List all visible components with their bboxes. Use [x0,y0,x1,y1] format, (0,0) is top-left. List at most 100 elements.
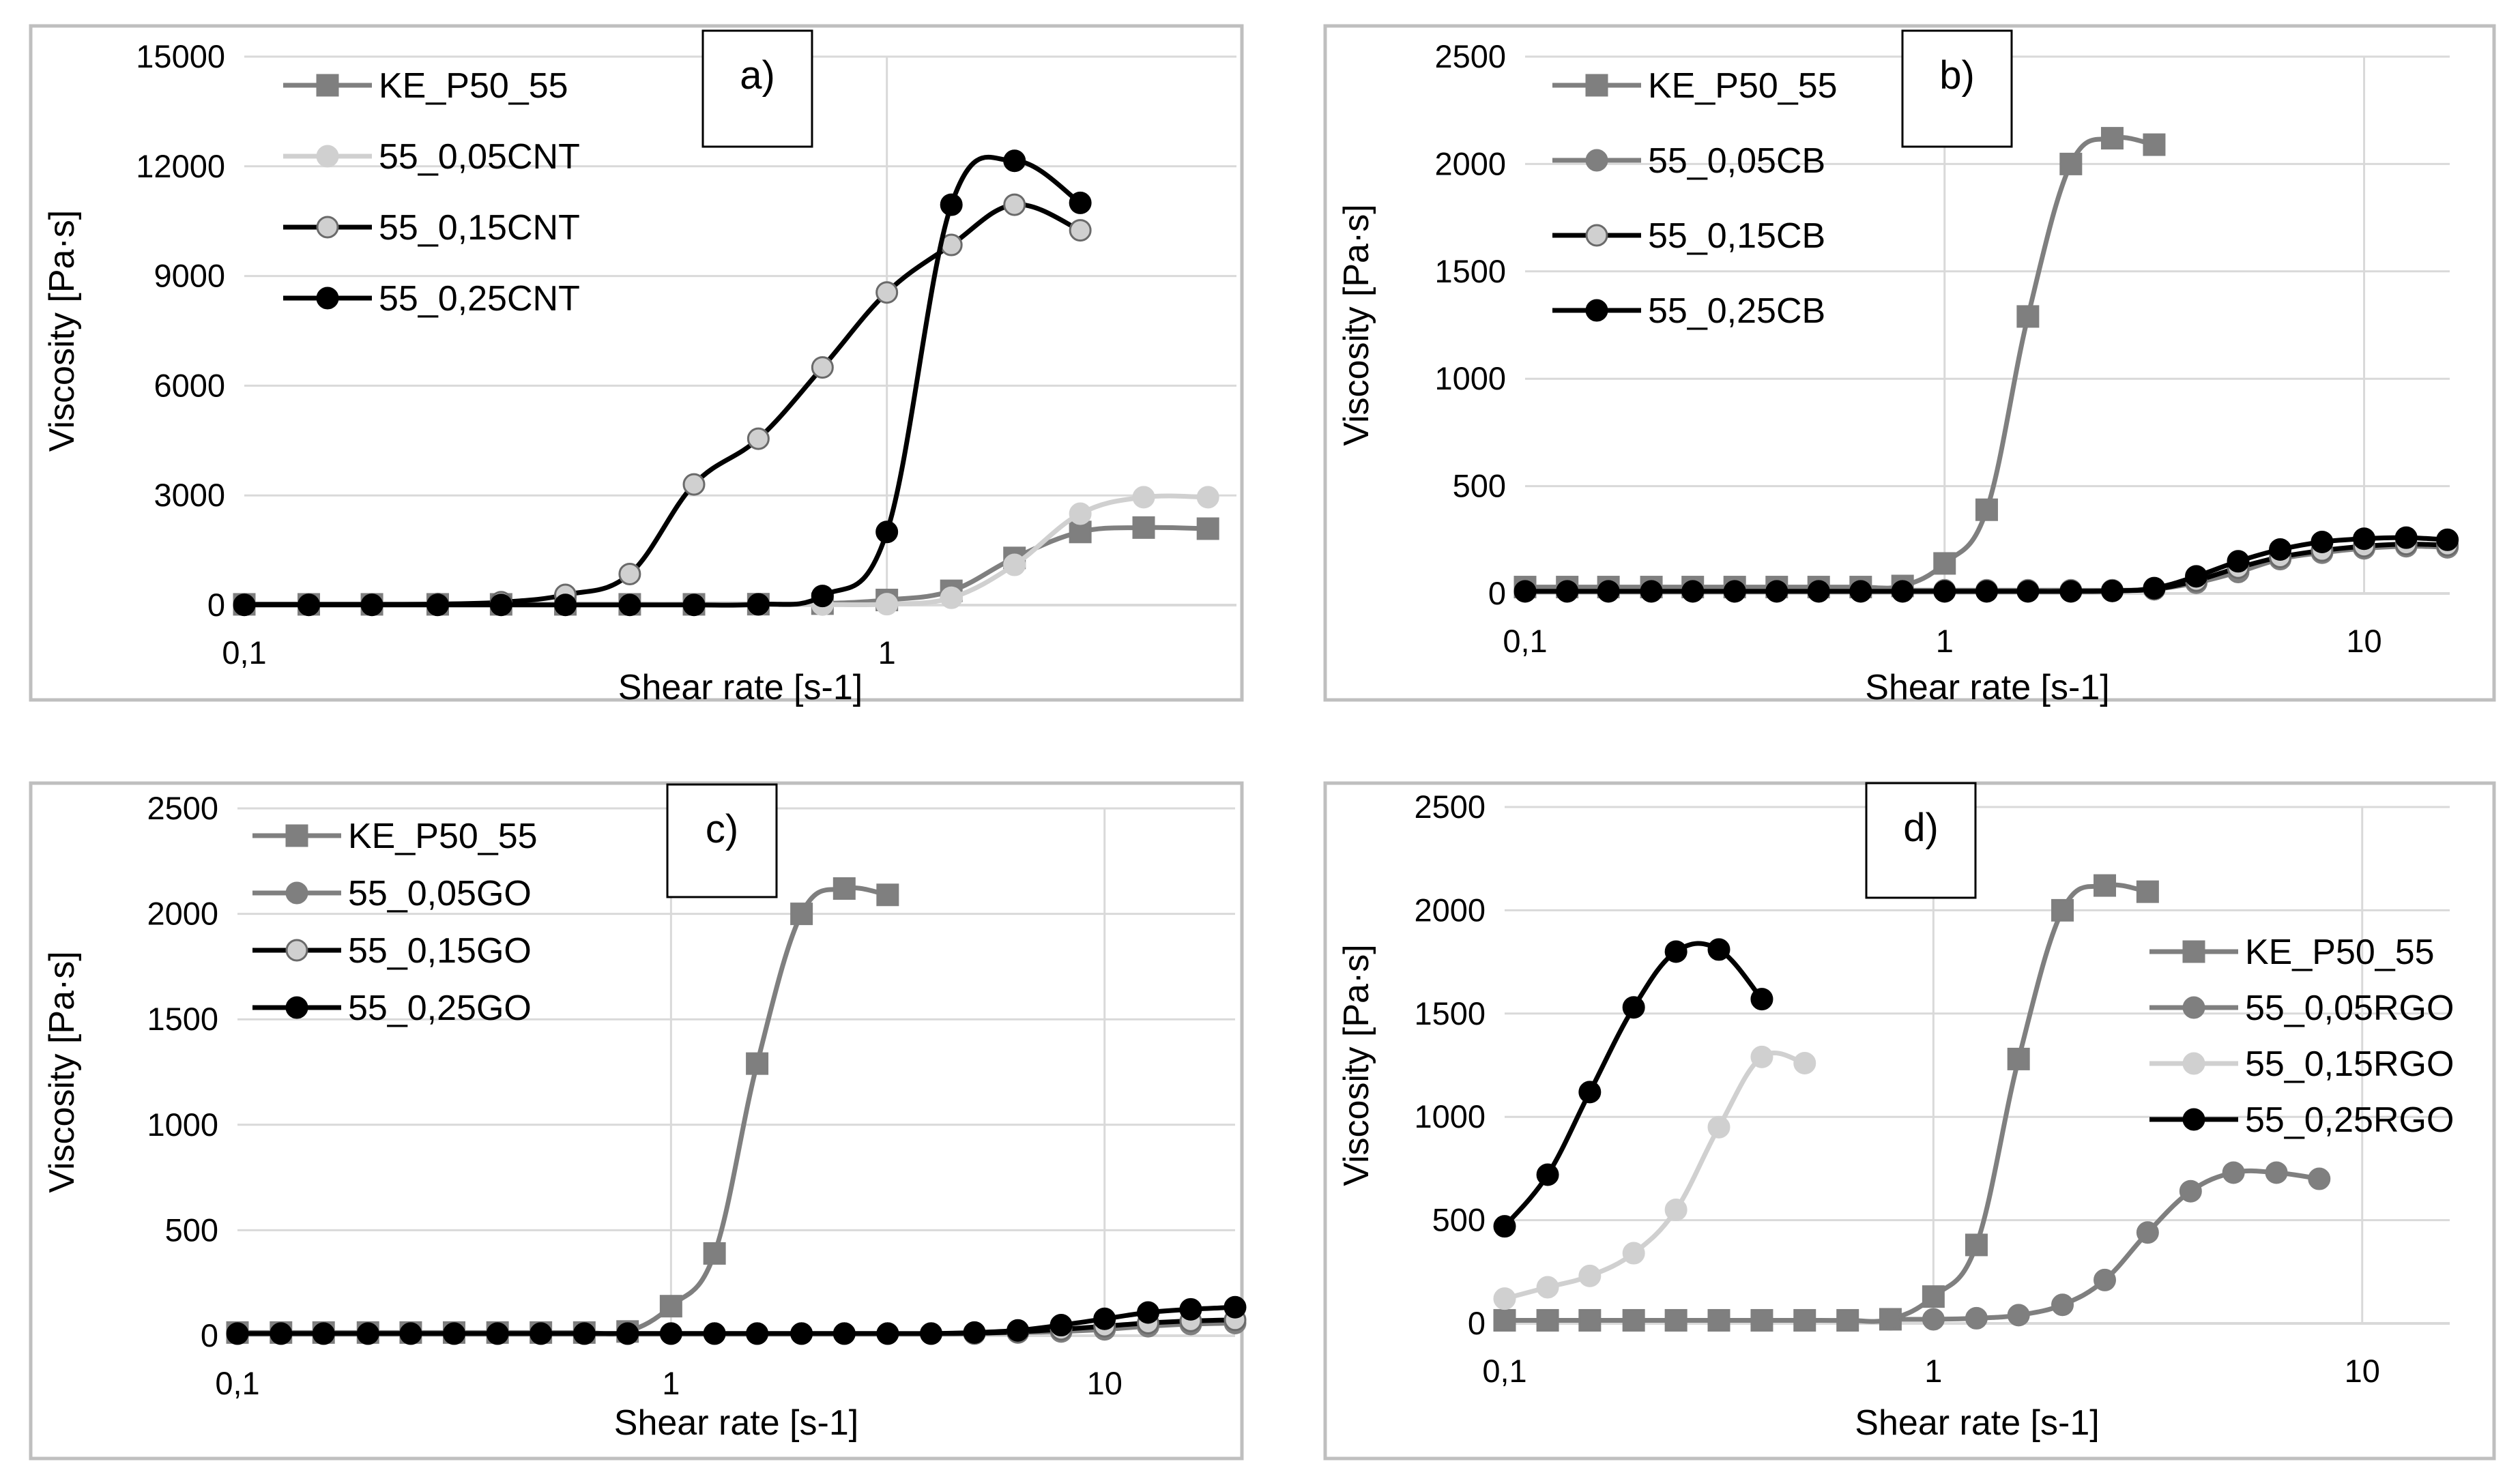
data-point [1965,1233,1988,1257]
data-point [1179,1297,1202,1321]
series-3 [226,1295,1247,1345]
data-point [1640,580,1663,603]
x-axis-title: Shear rate [s-1] [1855,1403,2099,1443]
legend-swatch-marker [285,996,308,1019]
y-tick-label: 2500 [1414,789,1486,825]
data-point [2007,1304,2030,1327]
data-point [226,1322,249,1345]
data-point [1975,498,1998,521]
legend-label: 55_0,25CNT [379,279,580,319]
x-tick-label: 10 [1087,1365,1123,1401]
chart-frame [29,24,1244,702]
y-axis-title: Viscosity [Pa·s] [1337,944,1376,1186]
y-tick-label: 1000 [147,1106,218,1143]
data-point [703,1322,726,1345]
series-3 [233,149,1092,617]
chart-panel-c: 0 500 1000 1500 2000 2500 0,1 1 10 Shear rate [s-… [29,781,1247,1461]
data-point [1750,1045,1773,1068]
data-point [811,585,834,608]
x-tick-label: 1 [662,1365,680,1401]
data-point [2051,1293,2074,1317]
y-tick-label: 500 [1453,468,1506,504]
data-point [2143,133,2166,156]
data-point [876,1322,899,1345]
data-point [312,1322,335,1345]
data-point [1707,1308,1730,1332]
legend-label: 55_0,05GO [348,874,532,913]
series-3 [1514,526,2459,603]
legend-label: 55_0,05CB [1648,141,1825,181]
data-point [2227,550,2250,573]
series-2 [1493,1045,1816,1310]
legend-swatch-marker [316,74,339,97]
y-tick-label: 1500 [147,1001,218,1037]
data-point [399,1322,422,1345]
data-point [876,883,899,907]
data-point [747,593,770,616]
data-point [682,473,706,496]
data-point [554,593,577,617]
data-point [1765,580,1788,603]
y-tick-label: 1000 [1434,360,1506,396]
data-point [2007,1047,2030,1070]
legend-label: KE_P50_55 [2245,933,2435,972]
data-point [2222,1161,2245,1184]
data-point [2059,152,2083,175]
data-point [1223,1295,1247,1319]
data-point [1707,1115,1730,1139]
data-point [1664,940,1688,963]
legend-label: 55_0,15CNT [379,208,580,248]
data-point [940,586,963,609]
legend-label: 55_0,25GO [348,988,532,1028]
data-point [1069,502,1092,525]
series-1 [1879,1161,2331,1331]
data-point [1707,938,1730,961]
legend-swatch-marker [1585,149,1608,172]
legend-label: 55_0,15RGO [2245,1044,2454,1084]
x-axis-title: Shear rate [s-1] [614,1403,858,1443]
y-tick-label: 1500 [1434,253,1506,289]
data-point [1922,1285,1945,1308]
data-point [1933,552,1956,575]
y-tick-label: 6000 [154,367,225,403]
legend: KE_P50_55 55_0,05CNT 55_0,15CNT 55_0,25CNT [283,66,580,319]
data-point [270,1322,293,1345]
data-point [2136,1221,2159,1244]
data-point [1891,580,1914,603]
panel-label: d) [1903,806,1939,850]
y-tick-label: 2500 [147,790,218,826]
data-point [1723,580,1746,603]
y-tick-label: 2000 [1434,145,1506,181]
data-point [1879,1308,1902,1331]
y-tick-label: 500 [1432,1202,1486,1238]
data-point [573,1322,596,1345]
data-point [875,593,899,616]
panel-label-box [666,783,778,898]
y-tick-label: 2000 [1414,892,1486,928]
data-point [2094,874,2117,897]
data-point [2436,528,2459,551]
data-point [486,1322,509,1345]
legend-label: 55_0,15GO [348,931,532,971]
x-tick-label: 0,1 [222,634,266,671]
y-tick-label: 15000 [136,38,225,74]
series-0 [1493,874,2159,1332]
data-point [1597,580,1620,603]
y-tick-label: 2500 [1434,38,1506,74]
data-point [1006,1319,1030,1342]
data-point [940,193,963,216]
data-point [1003,149,1026,173]
data-point [1578,1264,1602,1287]
legend-swatch-marker [2182,940,2205,963]
panel-label-box [1901,29,2013,148]
data-point [233,593,256,617]
data-point [1536,1308,1559,1332]
legend-swatch-marker [285,939,308,962]
data-point [1093,1307,1116,1330]
data-point [1556,580,1579,603]
data-point [1793,1308,1816,1332]
data-point [875,520,899,544]
y-tick-label: 0 [1468,1305,1486,1341]
legend-label: 55_0,25CB [1648,291,1825,331]
